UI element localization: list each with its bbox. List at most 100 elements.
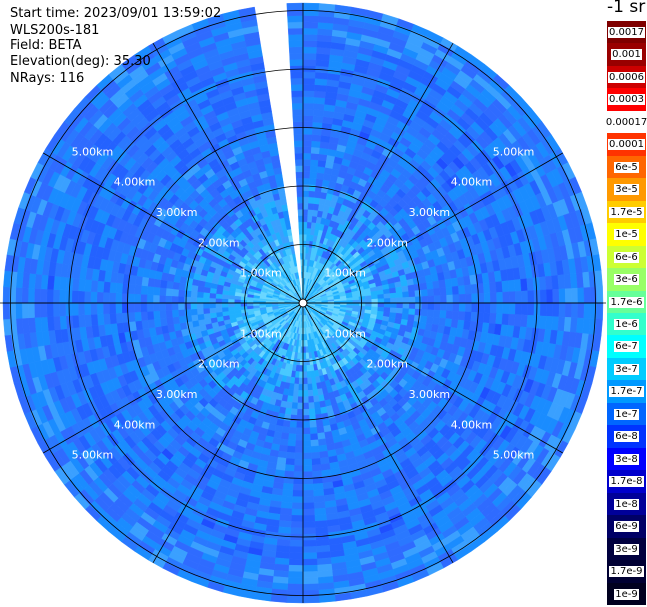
range-gate xyxy=(115,282,124,294)
range-gate xyxy=(302,502,315,510)
range-gate xyxy=(433,295,441,304)
range-gate xyxy=(190,314,199,322)
range-gate xyxy=(310,445,320,454)
range-gate xyxy=(96,280,105,293)
range-gate xyxy=(302,596,320,604)
range-gate xyxy=(59,302,67,317)
range-gate xyxy=(527,302,535,316)
range-gate xyxy=(115,312,124,324)
range-gate xyxy=(302,446,312,454)
range-gate xyxy=(290,521,304,529)
range-gate xyxy=(421,302,429,311)
range-gate xyxy=(296,415,304,423)
range-gate xyxy=(146,294,154,304)
range-gate xyxy=(309,171,318,179)
range-gate xyxy=(288,564,304,573)
range-gate xyxy=(390,297,398,304)
range-gate xyxy=(316,426,325,434)
range-gate xyxy=(240,305,248,311)
range-gate xyxy=(270,594,288,603)
range-gate xyxy=(489,292,498,304)
range-gate xyxy=(315,419,324,428)
range-gate xyxy=(308,414,317,422)
range-gate xyxy=(420,309,429,317)
range-gate xyxy=(209,302,216,309)
range-gate xyxy=(433,309,441,319)
range-gate xyxy=(115,292,123,304)
range-gate xyxy=(109,292,117,304)
range-gate xyxy=(84,302,92,316)
range-gate xyxy=(307,383,313,391)
range-gate xyxy=(302,40,318,48)
range-gate xyxy=(408,302,416,310)
range-gate xyxy=(27,302,35,319)
range-gate xyxy=(302,159,312,166)
range-gate xyxy=(109,302,117,314)
range-gate xyxy=(402,302,410,310)
range-gate xyxy=(90,291,98,304)
range-gate xyxy=(71,302,79,316)
range-gate xyxy=(508,302,516,315)
range-gate xyxy=(440,302,448,312)
range-gate xyxy=(426,316,434,325)
range-gate xyxy=(302,346,306,354)
range-gate xyxy=(311,464,322,472)
range-gate xyxy=(34,302,42,318)
range-gate xyxy=(306,377,313,385)
range-gate xyxy=(302,377,308,385)
range-gate xyxy=(152,310,161,320)
range-gate xyxy=(302,227,308,235)
range-gate xyxy=(311,458,321,466)
range-gate xyxy=(596,302,604,320)
range-gate xyxy=(310,152,320,161)
range-gate xyxy=(292,483,304,491)
range-gate xyxy=(293,458,304,466)
range-gate xyxy=(427,309,435,318)
range-gate xyxy=(77,290,85,304)
range-gate xyxy=(90,302,98,315)
range-gate xyxy=(127,293,135,304)
range-gate xyxy=(289,546,304,554)
range-gate xyxy=(84,290,92,304)
range-gate xyxy=(514,290,523,304)
range-gate xyxy=(433,302,441,311)
range-gate xyxy=(291,402,298,410)
range-gate xyxy=(246,305,254,310)
range-gate xyxy=(290,408,298,416)
range-gate xyxy=(308,184,317,192)
range-gate xyxy=(302,383,308,391)
range-gate xyxy=(571,302,579,319)
range-gate xyxy=(432,316,440,326)
range-gate xyxy=(103,281,111,293)
range-gate xyxy=(171,295,179,304)
range-gate xyxy=(127,302,135,313)
range-gate xyxy=(402,291,410,298)
range-gate xyxy=(298,371,304,379)
range-gate xyxy=(306,371,312,379)
range-gate xyxy=(314,520,328,528)
range-gate xyxy=(159,287,167,296)
range-gate xyxy=(313,501,326,510)
range-gate xyxy=(134,302,141,313)
range-gate xyxy=(311,470,323,478)
range-gate xyxy=(471,293,479,304)
range-gate xyxy=(308,402,315,410)
range-gate xyxy=(302,102,315,110)
range-gate xyxy=(177,289,186,297)
range-gate xyxy=(520,314,528,328)
range-gate xyxy=(302,521,316,529)
range-gate xyxy=(299,365,304,373)
range-gate xyxy=(284,464,295,472)
range-gate xyxy=(128,283,136,295)
range-gate xyxy=(146,310,155,321)
range-gate xyxy=(465,302,473,313)
range-gate xyxy=(190,296,198,304)
range-gate xyxy=(3,270,12,288)
range-gate xyxy=(290,527,304,535)
range-gate xyxy=(71,314,80,329)
range-gate xyxy=(310,159,319,167)
range-gate xyxy=(302,352,307,360)
range-gate xyxy=(309,177,317,186)
range-gate xyxy=(302,171,311,179)
